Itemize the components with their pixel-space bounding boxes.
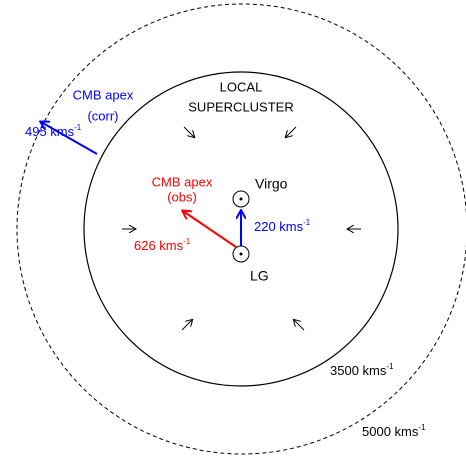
radius-label: 5000 kms-1 <box>362 423 426 439</box>
velocity-label: 626 kms-1 <box>134 237 191 253</box>
cmb-obs-arrow <box>183 211 237 248</box>
label-superscript: -1 <box>303 218 311 227</box>
outer-circle <box>16 3 466 455</box>
label: CMB apex <box>73 87 134 102</box>
label: (corr) <box>87 108 118 123</box>
label-superscript: -1 <box>418 423 426 432</box>
label: (obs) <box>167 189 197 204</box>
label-text: 495 kms <box>25 124 75 139</box>
lg-dot <box>239 252 243 256</box>
label: LG <box>250 268 269 284</box>
label-text: 3500 kms <box>330 363 387 378</box>
label-superscript: -1 <box>183 237 191 246</box>
inner-circle <box>83 71 399 387</box>
label-text: 626 kms <box>134 238 184 253</box>
radius-label: 3500 kms-1 <box>330 362 394 378</box>
virgo-symbol <box>232 190 250 208</box>
label: LOCAL <box>220 79 263 94</box>
infall-arrows <box>122 126 361 331</box>
label-superscript: -1 <box>74 123 82 132</box>
label: CMB apex <box>152 174 213 189</box>
label-text: 220 kms <box>254 219 304 234</box>
label: Virgo <box>255 176 288 192</box>
label-text: 5000 kms <box>362 424 419 439</box>
velocity-label: 495 kms-1 <box>25 123 82 139</box>
velocity-label: 220 kms-1 <box>254 218 311 234</box>
label: SUPERCLUSTER <box>188 99 293 114</box>
label-superscript: -1 <box>386 362 394 371</box>
virgo-dot <box>239 197 243 201</box>
cmb-corr-arrow <box>41 122 98 155</box>
